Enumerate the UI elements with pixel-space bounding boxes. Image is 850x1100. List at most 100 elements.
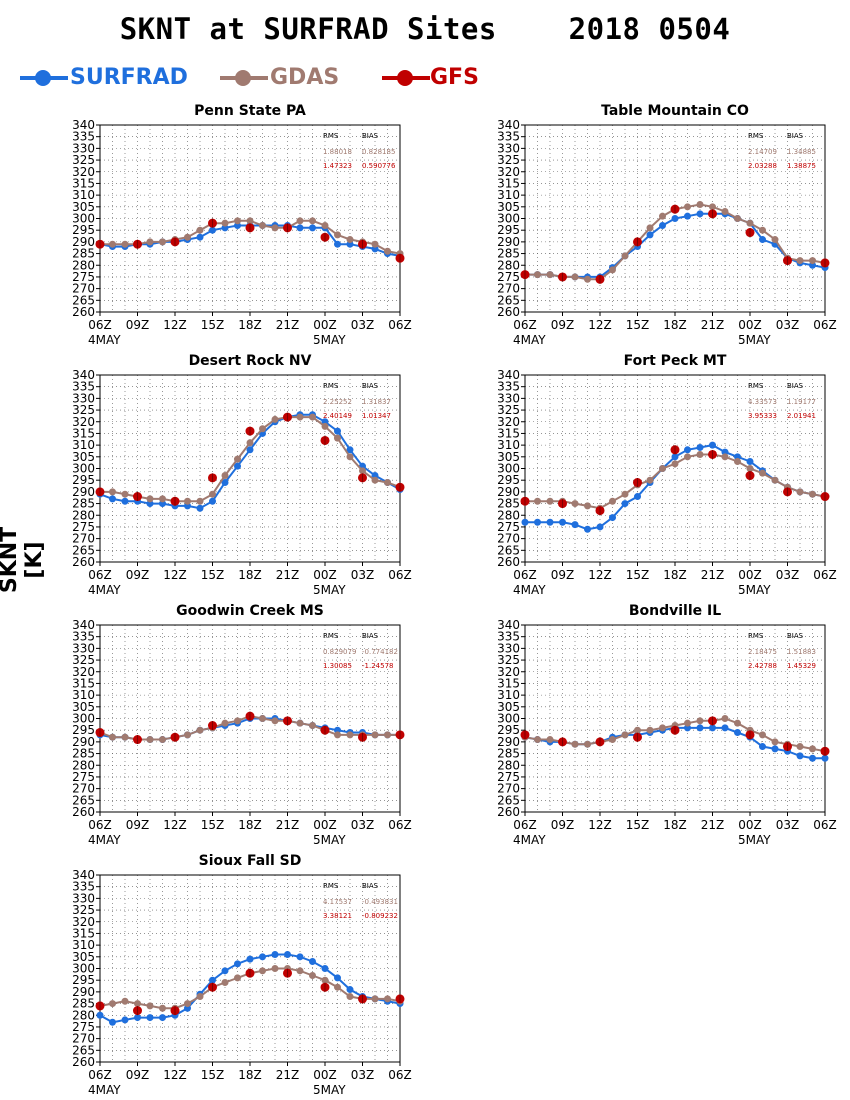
data-point-surfrad [659, 222, 666, 230]
data-point-gdas [259, 967, 266, 975]
data-point-gdas [184, 731, 191, 739]
y-tick-label: 290 [497, 735, 520, 749]
data-point-surfrad [271, 950, 279, 958]
data-point-gdas [234, 455, 241, 463]
data-point-gdas [546, 736, 554, 744]
data-point-gdas [334, 983, 341, 991]
y-tick-label: 295 [497, 723, 520, 737]
data-point-surfrad [759, 236, 766, 244]
data-point-surfrad [221, 479, 229, 487]
legend-marker-gfs [382, 70, 430, 86]
y-tick-label: 300 [72, 712, 95, 726]
data-point-gdas [196, 497, 204, 505]
stats-header-rms: RMS [323, 382, 339, 390]
data-point-surfrad [759, 743, 766, 751]
stats-gdas-bias: -0.774182 [362, 648, 398, 656]
x-tick-label: 03Z [776, 818, 800, 832]
x-tick-label: 18Z [238, 1068, 262, 1082]
data-point-gdas [121, 997, 129, 1005]
y-tick-label: 320 [72, 665, 95, 679]
stats-gfs-rms: 1.30085 [323, 662, 352, 670]
y-tick-label: 335 [497, 630, 520, 644]
panel-title: Goodwin Creek MS [176, 603, 324, 619]
y-tick-label: 270 [72, 282, 95, 296]
y-tick-label: 285 [72, 997, 95, 1011]
y-tick-label: 340 [497, 118, 520, 132]
y-tick-label: 330 [72, 391, 95, 405]
data-point-surfrad [621, 500, 629, 508]
data-point-gdas [296, 967, 304, 975]
y-tick-label: 260 [497, 555, 520, 569]
data-point-gdas [659, 724, 666, 732]
stats-header-rms: RMS [323, 882, 339, 890]
x-tick-label: 12Z [588, 318, 612, 332]
data-point-surfrad [259, 953, 266, 961]
data-point-gdas [184, 233, 191, 241]
y-tick-label: 300 [72, 962, 95, 976]
y-tick-label: 340 [497, 368, 520, 382]
x-tick-label: 00Z [313, 568, 337, 582]
data-point-surfrad [209, 226, 216, 234]
x-tick-label: 00Z [738, 568, 762, 582]
panel-table-mountain-co: Table Mountain CO 26026527027528028529029… [497, 103, 837, 347]
x-tick-label: 21Z [276, 318, 300, 332]
data-point-surfrad [746, 457, 754, 465]
data-point-surfrad [809, 754, 816, 762]
data-point-gdas [759, 226, 766, 234]
data-point-gdas [796, 488, 804, 496]
x-tick-label: 03Z [351, 818, 375, 832]
x-tick-label: 18Z [238, 318, 262, 332]
legend: SURFRAD GDAS GFS [0, 62, 850, 98]
data-point-surfrad [121, 497, 129, 505]
x-tick-label: 06Z [88, 818, 112, 832]
y-tick-label: 260 [72, 555, 95, 569]
data-point-gdas [109, 240, 116, 248]
date-label: 5MAY [738, 333, 771, 347]
data-point-gdas [121, 240, 129, 248]
x-tick-label: 06Z [813, 318, 837, 332]
panel-title: Bondville IL [629, 603, 721, 619]
x-tick-label: 00Z [313, 1068, 337, 1082]
y-tick-label: 310 [72, 438, 95, 452]
data-point-gdas [746, 465, 754, 472]
data-point-gdas [146, 1002, 154, 1010]
data-point-gdas [646, 224, 654, 232]
x-tick-label: 12Z [588, 568, 612, 582]
x-tick-label: 12Z [163, 318, 187, 332]
stats-gfs-rms: 3.38121 [323, 912, 352, 920]
x-tick-label: 21Z [701, 318, 725, 332]
x-tick-label: 06Z [513, 818, 537, 832]
data-point-surfrad [109, 495, 116, 503]
data-point-gdas [321, 222, 329, 230]
data-point-surfrad [596, 523, 604, 531]
data-point-gdas [309, 413, 316, 421]
data-point-gdas [371, 731, 379, 739]
data-point-gdas [546, 271, 554, 279]
data-point-surfrad [734, 729, 741, 737]
stats-gfs-rms: 3.95333 [748, 412, 777, 420]
y-tick-label: 330 [497, 391, 520, 405]
y-tick-label: 270 [72, 1032, 95, 1046]
y-tick-label: 305 [72, 200, 95, 214]
data-point-gdas [209, 490, 216, 498]
data-point-gdas [196, 993, 204, 1001]
data-point-gdas [346, 731, 354, 739]
x-tick-label: 00Z [738, 318, 762, 332]
data-point-gdas [334, 731, 341, 739]
stats-header-bias: BIAS [362, 632, 379, 640]
y-tick-label: 340 [72, 868, 95, 882]
y-tick-label: 300 [72, 462, 95, 476]
panel-bondville-il: Bondville IL2602652702752802852902953003… [497, 603, 837, 847]
x-tick-label: 21Z [276, 1068, 300, 1082]
date-label: 5MAY [313, 583, 346, 597]
x-tick-label: 18Z [238, 818, 262, 832]
y-tick-label: 320 [72, 165, 95, 179]
data-point-gdas [534, 271, 541, 279]
stats-header-rms: RMS [748, 632, 764, 640]
date-label: 4MAY [513, 583, 546, 597]
x-tick-label: 18Z [238, 568, 262, 582]
data-point-gdas [684, 453, 691, 461]
series-gfs [95, 412, 405, 506]
y-tick-label: 290 [72, 485, 95, 499]
x-tick-label: 06Z [388, 318, 412, 332]
